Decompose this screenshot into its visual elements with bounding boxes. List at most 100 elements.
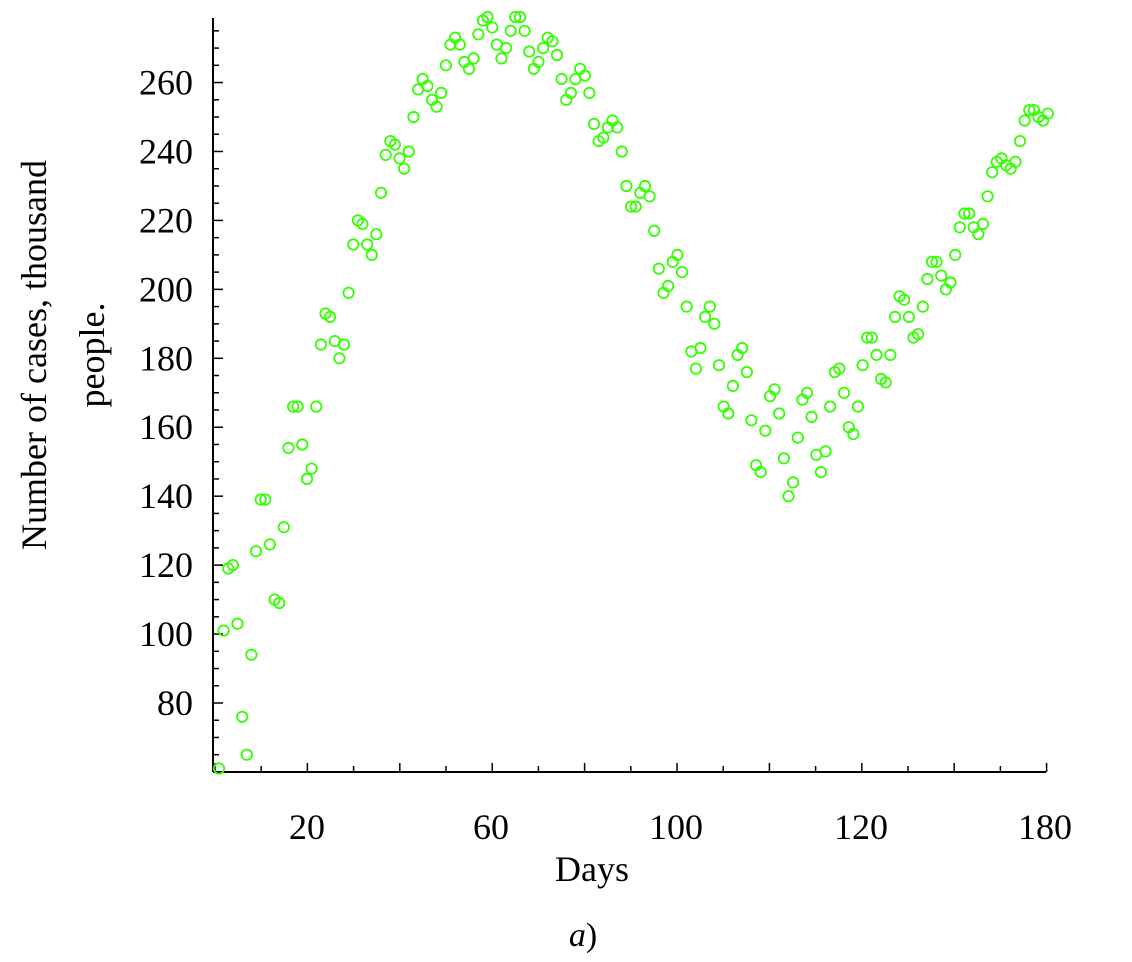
data-point <box>347 238 360 251</box>
data-points <box>212 10 1054 775</box>
y-tick-label: 100 <box>139 614 193 654</box>
data-point <box>532 55 545 69</box>
data-point <box>499 41 513 55</box>
data-point <box>291 400 304 413</box>
data-point <box>393 152 406 165</box>
y-axis-title-2: people. <box>72 303 112 408</box>
x-tick-label: 120 <box>834 807 888 847</box>
data-point <box>661 279 675 292</box>
data-point <box>773 407 786 420</box>
data-point <box>1041 107 1054 120</box>
data-point <box>611 121 624 134</box>
data-point <box>736 341 749 355</box>
data-point <box>333 352 346 365</box>
data-point <box>467 52 480 65</box>
data-point <box>296 438 309 451</box>
data-point <box>833 362 846 375</box>
data-point <box>273 596 286 610</box>
y-tick-label: 200 <box>139 269 193 309</box>
data-point <box>865 331 878 344</box>
data-point <box>629 200 642 213</box>
y-tick-label: 240 <box>139 131 193 171</box>
data-point <box>911 328 925 341</box>
data-point <box>240 748 253 761</box>
data-point <box>536 41 550 55</box>
x-axis-title: Days <box>555 849 629 889</box>
data-point <box>518 24 531 37</box>
data-point <box>698 310 712 323</box>
data-point <box>361 238 374 251</box>
data-point <box>249 545 263 558</box>
data-point <box>1013 135 1027 148</box>
x-axis: 20 60 100 120 180 <box>213 763 1072 847</box>
data-point <box>708 317 721 330</box>
data-point <box>370 228 383 241</box>
data-point <box>786 476 800 489</box>
data-point <box>819 445 832 458</box>
data-point <box>472 28 485 41</box>
y-tick-label: 80 <box>157 683 193 723</box>
data-point <box>814 465 828 479</box>
data-point <box>777 452 791 465</box>
data-point <box>953 221 966 234</box>
data-point <box>648 224 661 237</box>
data-point <box>509 10 522 24</box>
data-point <box>388 138 401 151</box>
data-point <box>898 293 911 306</box>
y-axis-title-line-2: people. <box>72 303 112 408</box>
data-point <box>587 117 601 131</box>
data-point <box>782 490 795 503</box>
data-point <box>231 617 244 630</box>
y-tick-label: 140 <box>139 476 193 516</box>
data-point <box>226 558 239 572</box>
x-tick-label: 100 <box>649 807 703 847</box>
panel-label-paren: ) <box>586 917 597 954</box>
data-point <box>722 407 735 420</box>
data-point <box>680 300 693 313</box>
data-point <box>643 190 656 203</box>
data-point <box>286 400 300 413</box>
data-point <box>962 207 976 220</box>
data-point <box>254 493 267 506</box>
y-tick-label: 220 <box>139 200 193 240</box>
data-point <box>356 217 369 230</box>
data-point <box>421 79 434 93</box>
data-point <box>495 52 508 65</box>
data-point <box>930 255 943 268</box>
y-tick-label: 160 <box>139 407 193 447</box>
data-point <box>259 493 272 506</box>
data-point <box>337 338 351 351</box>
data-point <box>486 21 499 34</box>
data-point <box>837 386 851 399</box>
y-tick-label: 120 <box>139 545 193 585</box>
data-point <box>342 286 355 299</box>
data-point <box>870 348 883 361</box>
data-point <box>759 424 772 437</box>
data-point <box>921 272 934 286</box>
data-point <box>430 100 443 113</box>
data-point <box>851 400 865 413</box>
data-point <box>277 521 290 534</box>
data-point <box>555 73 568 86</box>
data-point <box>689 362 703 375</box>
data-point <box>652 262 665 275</box>
data-point <box>768 383 781 396</box>
data-point <box>398 162 411 175</box>
data-point <box>726 379 740 392</box>
data-point <box>212 762 226 775</box>
data-point <box>305 462 318 475</box>
panel-label: a) <box>569 917 597 954</box>
data-point <box>374 186 388 199</box>
data-point <box>435 86 448 100</box>
data-point <box>1009 155 1022 168</box>
y-axis: 80 100 120 140 160 180 200 220 240 260 <box>139 18 223 772</box>
data-point <box>615 145 628 158</box>
data-point <box>236 710 249 723</box>
data-point <box>263 538 276 551</box>
data-point <box>365 248 378 261</box>
data-point <box>379 148 392 161</box>
data-point <box>564 86 578 100</box>
data-point <box>583 86 596 100</box>
data-point <box>546 35 559 48</box>
